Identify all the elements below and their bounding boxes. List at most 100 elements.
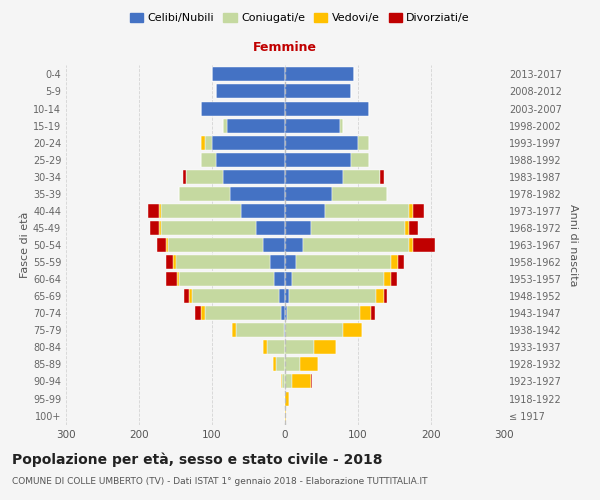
Bar (285, 358, 299, 372)
Y-axis label: Anni di nascita: Anni di nascita (568, 204, 578, 286)
Bar (292, 272, 383, 286)
Bar (183, 170, 187, 183)
Bar (166, 238, 168, 252)
Bar (215, 84, 285, 98)
Bar (311, 374, 312, 388)
Bar (343, 170, 380, 183)
Bar (223, 118, 227, 132)
Bar (212, 68, 285, 82)
Bar (285, 392, 289, 406)
Bar (285, 289, 289, 303)
Bar (409, 204, 413, 218)
Bar (232, 324, 236, 338)
Bar (285, 272, 292, 286)
Bar (406, 221, 409, 235)
Bar (285, 204, 325, 218)
Bar (201, 102, 285, 116)
Bar (285, 84, 350, 98)
Bar (157, 238, 166, 252)
Bar (281, 374, 282, 388)
Bar (267, 340, 285, 354)
Bar (215, 152, 285, 166)
Bar (391, 255, 398, 269)
Bar (285, 170, 343, 183)
Bar (195, 306, 201, 320)
Bar (282, 374, 285, 388)
Bar (398, 255, 404, 269)
Bar (173, 255, 176, 269)
Text: Femmine: Femmine (253, 41, 317, 54)
Y-axis label: Fasce di età: Fasce di età (20, 212, 30, 278)
Bar (285, 408, 286, 422)
Bar (314, 340, 336, 354)
Bar (413, 204, 424, 218)
Bar (177, 272, 179, 286)
Bar (161, 204, 241, 218)
Bar (274, 272, 285, 286)
Bar (263, 238, 285, 252)
Bar (383, 272, 391, 286)
Bar (371, 306, 375, 320)
Bar (223, 170, 285, 183)
Bar (201, 306, 205, 320)
Bar (299, 358, 318, 372)
Bar (201, 136, 205, 149)
Bar (285, 136, 358, 149)
Bar (190, 289, 191, 303)
Bar (380, 170, 383, 183)
Bar (187, 170, 223, 183)
Bar (285, 152, 350, 166)
Bar (350, 152, 369, 166)
Bar (289, 289, 376, 303)
Bar (285, 255, 296, 269)
Bar (161, 221, 256, 235)
Bar (159, 204, 161, 218)
Bar (241, 204, 285, 218)
Bar (159, 221, 161, 235)
Bar (292, 374, 311, 388)
Bar (343, 324, 362, 338)
Bar (272, 358, 276, 372)
Bar (391, 272, 397, 286)
Bar (279, 289, 285, 303)
Bar (184, 289, 190, 303)
Bar (148, 204, 159, 218)
Bar (311, 221, 406, 235)
Bar (281, 306, 285, 320)
Bar (236, 324, 284, 338)
Bar (166, 272, 177, 286)
Bar (285, 118, 340, 132)
Bar (205, 136, 212, 149)
Bar (285, 306, 287, 320)
Bar (179, 187, 230, 201)
Bar (276, 358, 285, 372)
Bar (358, 136, 369, 149)
Bar (284, 324, 285, 338)
Bar (383, 289, 387, 303)
Bar (271, 255, 285, 269)
Bar (285, 68, 355, 82)
Bar (285, 324, 343, 338)
Bar (285, 102, 369, 116)
Bar (409, 238, 413, 252)
Bar (287, 306, 360, 320)
Bar (376, 289, 383, 303)
Bar (409, 221, 418, 235)
Bar (285, 340, 314, 354)
Bar (227, 118, 285, 132)
Bar (166, 255, 173, 269)
Bar (413, 238, 434, 252)
Bar (360, 306, 371, 320)
Bar (296, 255, 391, 269)
Bar (191, 289, 279, 303)
Bar (285, 374, 292, 388)
Bar (150, 221, 159, 235)
Bar (230, 187, 285, 201)
Bar (325, 204, 409, 218)
Bar (205, 306, 281, 320)
Text: COMUNE DI COLLE UMBERTO (TV) - Dati ISTAT 1° gennaio 2018 - Elaborazione TUTTITA: COMUNE DI COLLE UMBERTO (TV) - Dati ISTA… (12, 478, 427, 486)
Bar (168, 238, 263, 252)
Bar (285, 238, 303, 252)
Bar (179, 272, 274, 286)
Bar (285, 187, 332, 201)
